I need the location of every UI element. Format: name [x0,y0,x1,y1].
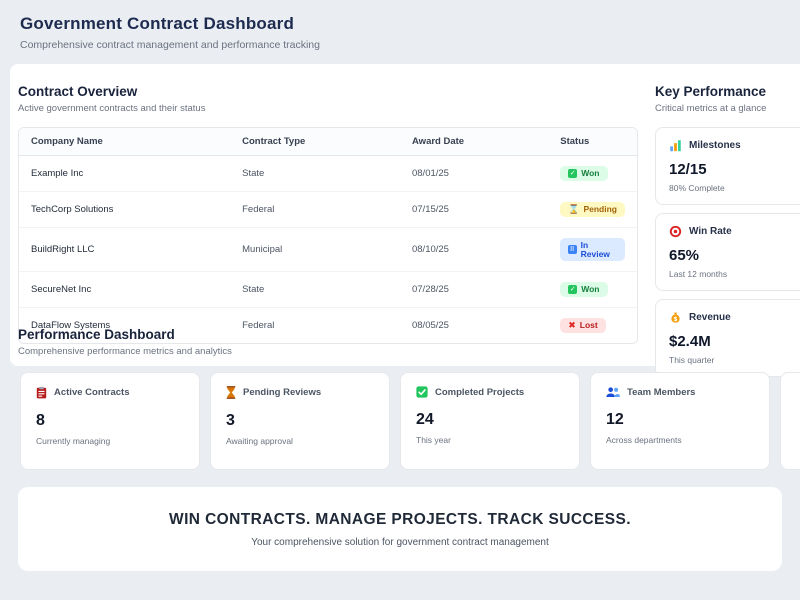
kpi-card-win-rate: Win Rate 65% Last 12 months [655,213,800,291]
key-performance-section: Key Performance Critical metrics at a gl… [655,84,800,385]
status-label: Won [581,168,600,179]
table-row: Example Inc State 08/01/25 Won [19,155,637,192]
date-cell: 08/05/25 [411,320,449,331]
contracts-table: Company Name Contract Type Award Date St… [18,127,638,344]
status-badge: Pending [560,202,625,217]
stat-value: 8 [36,412,45,429]
key-performance-title: Key Performance [655,84,767,99]
kpi-note: Last 12 months [669,269,728,279]
table-row: TechCorp Solutions Federal 07/15/25 Pend… [19,191,637,228]
kpi-note: 80% Complete [669,183,725,193]
stat-card-partial [780,372,800,470]
kpi-label: Revenue [689,312,731,323]
company-cell: DataFlow Systems [31,320,111,331]
check-icon [568,169,578,178]
kpi-note: This quarter [669,355,715,365]
hourglass-icon [568,205,579,214]
stats-row: Active Contracts 8 Currently managing Pe… [20,372,800,470]
stat-card-pending-reviews: Pending Reviews 3 Awaiting approval [210,372,390,470]
kpi-value: 12/15 [669,161,707,178]
x-icon [568,321,576,330]
key-performance-heading: Key Performance Critical metrics at a gl… [655,84,800,114]
status-badge: Won [560,166,608,181]
status-badge: Lost [560,318,606,333]
check-icon [568,285,578,294]
table-row: SecureNet Inc State 07/28/25 Won [19,271,637,308]
performance-dashboard-heading: Performance Dashboard Comprehensive perf… [18,327,232,357]
page-subtitle: Comprehensive contract management and pe… [20,39,320,51]
type-cell: Federal [230,191,400,228]
company-cell: TechCorp Solutions [19,191,231,228]
column-header-company: Company Name [19,128,231,156]
stat-note: This year [416,435,451,445]
stat-note: Currently managing [36,436,111,446]
stat-label: Team Members [627,386,696,398]
status-label: Won [581,284,600,295]
status-label: In Review [580,240,610,259]
status-label: Pending [583,204,617,215]
kpi-card-revenue: $ Revenue $2.4M This quarter [655,299,800,377]
bar-chart-icon [669,139,682,152]
check-icon [416,386,428,398]
date-cell: 07/15/25 [399,191,549,228]
kpi-card-milestones: Milestones 12/15 80% Complete [655,127,800,205]
contract-overview-section: Contract Overview Active government cont… [18,84,638,344]
date-cell: 07/28/25 [399,271,549,308]
column-header-type: Contract Type [230,128,400,156]
table-row: DataFlow Systems Federal 08/05/25 Lost [19,308,637,344]
company-cell: Example Inc [19,155,231,192]
kpi-value: $2.4M [669,333,711,350]
kpi-value: 65% [669,247,700,264]
page-header: Government Contract Dashboard Comprehens… [20,14,320,51]
kpi-label: Milestones [689,140,741,151]
type-cell: Municipal [230,227,400,272]
type-cell: State [230,155,400,192]
banner-title: WIN CONTRACTS. MANAGE PROJECTS. TRACK SU… [169,510,631,528]
column-header-status: Status [548,128,637,156]
kpi-label: Win Rate [689,226,732,237]
type-cell: State [230,271,400,308]
stat-note: Across departments [606,435,682,445]
stat-value: 24 [416,411,434,428]
status-badge: In Review [560,238,625,261]
clipboard-icon [36,386,47,399]
target-icon [669,225,682,238]
hero-banner: WIN CONTRACTS. MANAGE PROJECTS. TRACK SU… [18,487,782,571]
date-cell: 08/01/25 [399,155,549,192]
contract-overview-heading: Contract Overview Active government cont… [18,84,638,114]
date-cell: 08/10/25 [399,227,549,272]
stat-label: Pending Reviews [243,387,322,398]
performance-dashboard-subtitle: Comprehensive performance metrics and an… [18,346,232,357]
contract-overview-subtitle: Active government contracts and their st… [18,103,206,114]
pause-icon [568,245,577,254]
hourglass-icon [226,386,236,399]
banner-subtitle: Your comprehensive solution for governme… [251,536,549,548]
stat-value: 3 [226,412,235,429]
page-title: Government Contract Dashboard [20,14,295,33]
table-row: BuildRight LLC Municipal 08/10/25 In Rev… [19,227,637,272]
stat-label: Completed Projects [435,386,525,398]
performance-dashboard-title: Performance Dashboard [18,327,175,342]
type-cell: Federal [242,320,275,331]
column-header-date: Award Date [399,128,549,156]
status-label: Lost [579,320,598,331]
stat-label: Active Contracts [54,387,130,398]
stat-card-team-members: Team Members 12 Across departments [590,372,770,470]
stat-value: 12 [606,411,624,428]
contract-overview-title: Contract Overview [18,84,138,99]
stat-card-active-contracts: Active Contracts 8 Currently managing [20,372,200,470]
company-cell: BuildRight LLC [19,227,231,272]
status-badge: Won [560,282,608,297]
stat-card-completed-projects: Completed Projects 24 This year [400,372,580,470]
team-icon [606,386,620,398]
company-cell: SecureNet Inc [19,271,231,308]
svg-text:$: $ [673,316,677,323]
table-header-row: Company Name Contract Type Award Date St… [19,128,637,156]
stat-note: Awaiting approval [226,436,293,446]
money-bag-icon: $ [669,311,682,324]
key-performance-subtitle: Critical metrics at a glance [655,103,767,114]
